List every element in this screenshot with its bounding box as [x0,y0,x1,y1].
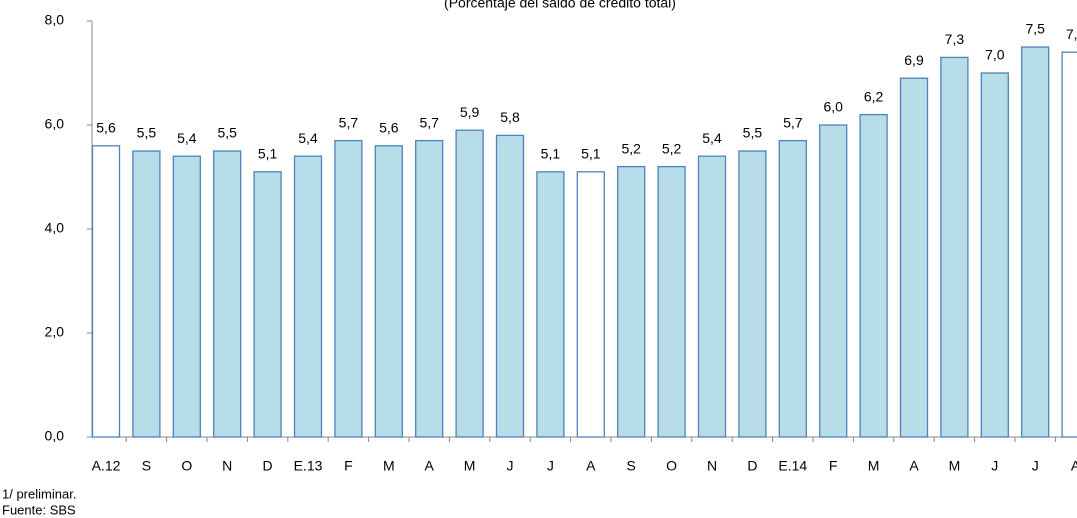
value-label: 5,1 [581,146,601,162]
bar [617,165,646,438]
x-tick-label: S [627,458,636,474]
bar [657,165,686,438]
footnote: 1/ preliminar. [2,486,76,501]
x-tick-label: E.13 [294,458,323,474]
x-tick-label: A [909,458,919,474]
value-label: 5,8 [500,109,520,125]
value-label: 5,5 [743,125,763,141]
x-tick-label: F [344,458,353,474]
bar [293,155,323,438]
y-tick-label: 8,0 [45,12,65,28]
bar [1061,51,1077,438]
value-label: 7,0 [985,47,1005,63]
y-tick-label: 6,0 [45,116,65,132]
x-tick-label: N [222,458,232,474]
x-tick-label: F [829,458,838,474]
bar [697,155,727,438]
x-tick-label: S [142,458,151,474]
value-label: 5,1 [541,146,561,162]
x-tick-label: J [1032,458,1039,474]
x-tick-label: M [464,458,476,474]
bar [495,134,525,438]
value-label: 5,5 [217,125,237,141]
x-tick-label: M [868,458,880,474]
value-label: 5,4 [298,130,318,146]
bar [91,145,121,438]
x-tick-label: O [666,458,677,474]
y-tick-label: 2,0 [45,324,65,340]
value-label: 6,0 [823,99,843,115]
bar [859,113,888,438]
y-tick-label: 0,0 [45,428,65,444]
x-tick-label: M [949,458,961,474]
bar [374,145,403,438]
x-tick-label: N [707,458,717,474]
value-label: 5,6 [96,120,116,136]
value-label: 6,2 [864,88,884,104]
value-label: 5,5 [137,125,157,141]
x-tick-label: O [181,458,192,474]
value-label: 5,4 [177,130,197,146]
bar [213,150,242,438]
bar [980,72,1009,438]
x-tick-label: E.14 [778,458,807,474]
x-tick-label: J [547,458,554,474]
value-label: 5,2 [621,140,641,156]
bar [1021,46,1050,438]
value-label: 5,7 [783,114,803,130]
x-tick-label: J [991,458,998,474]
x-tick-label: A [1071,458,1077,474]
y-tick-label: 4,0 [45,220,65,236]
chart-subtitle: (Porcentaje del saldo de crédito total) [444,0,676,11]
value-label: 7,3 [945,31,965,47]
bar [940,56,969,438]
x-tick-label: A.12 [92,458,121,474]
value-label: 7,5 [1025,21,1045,37]
bar [899,77,929,438]
x-tick-label: A [425,458,435,474]
bar [738,150,767,438]
value-label: 7,4 [1066,26,1077,42]
bar [334,139,363,438]
bar [778,139,807,438]
value-label: 5,1 [258,146,278,162]
bar [455,129,484,438]
x-tick-label: M [383,458,395,474]
value-label: 5,6 [379,120,399,136]
bar [172,155,201,438]
x-tick-label: A [586,458,596,474]
bar [819,124,848,438]
value-label: 5,2 [662,140,682,156]
value-label: 6,9 [904,52,924,68]
value-label: 5,7 [419,114,439,130]
x-tick-label: D [263,458,273,474]
x-tick-label: D [747,458,757,474]
bar [576,171,605,438]
value-label: 5,9 [460,104,480,120]
x-tick-label: J [507,458,514,474]
value-label: 5,4 [702,130,722,146]
bar [536,171,565,438]
bar [253,171,282,438]
value-label: 5,7 [339,114,359,130]
source: Fuente: SBS [2,502,76,517]
bar [415,139,444,438]
bar [132,150,161,438]
